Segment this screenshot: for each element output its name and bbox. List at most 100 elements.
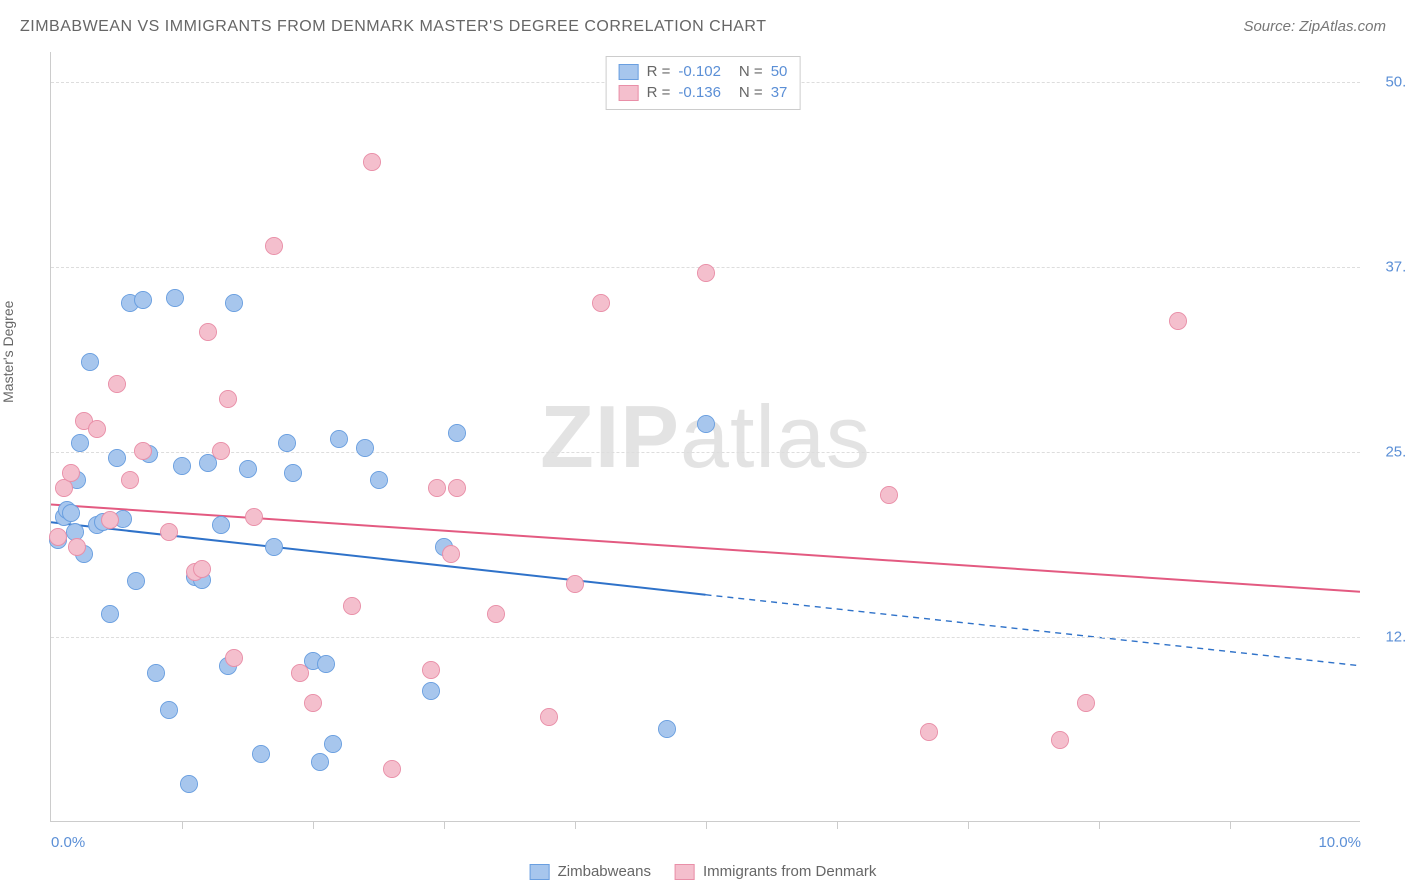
data-point-series-0 [239,460,257,478]
data-point-series-1 [566,575,584,593]
data-point-series-1 [134,442,152,460]
legend-row-series-1: R = -0.136 N = 37 [619,82,788,103]
legend-r-value-0: -0.102 [678,63,721,80]
y-tick-label: 37.5% [1368,258,1406,275]
y-tick-label: 50.0% [1368,73,1406,90]
data-point-series-1 [880,486,898,504]
data-point-series-0 [180,775,198,793]
data-point-series-0 [658,720,676,738]
correlation-legend: R = -0.102 N = 50 R = -0.136 N = 37 [606,56,801,110]
legend-bottom-label-1: Immigrants from Denmark [703,863,876,880]
data-point-series-1 [422,661,440,679]
data-point-series-1 [592,294,610,312]
data-point-series-0 [317,655,335,673]
data-point-series-0 [108,449,126,467]
data-point-series-0 [127,572,145,590]
data-point-series-0 [278,434,296,452]
data-point-series-1 [363,153,381,171]
data-point-series-1 [199,323,217,341]
data-point-series-1 [160,523,178,541]
data-point-series-0 [166,289,184,307]
data-point-series-1 [1077,694,1095,712]
data-point-series-0 [324,735,342,753]
data-point-series-1 [291,664,309,682]
data-point-series-0 [265,538,283,556]
data-point-series-0 [356,439,374,457]
data-point-series-1 [487,605,505,623]
data-point-series-1 [121,471,139,489]
data-point-series-1 [304,694,322,712]
legend-n-value-1: 37 [771,84,788,101]
legend-item-0: Zimbabweans [530,863,651,880]
legend-r-value-1: -0.136 [678,84,721,101]
data-point-series-1 [428,479,446,497]
y-axis-label: Master's Degree [0,301,16,403]
x-tick [968,821,969,829]
data-point-series-0 [173,457,191,475]
legend-row-series-0: R = -0.102 N = 50 [619,61,788,82]
legend-r-label-1: R = [647,84,671,101]
chart-title: ZIMBABWEAN VS IMMIGRANTS FROM DENMARK MA… [20,18,766,36]
legend-swatch-1 [619,85,639,101]
data-point-series-1 [49,528,67,546]
legend-n-value-0: 50 [771,63,788,80]
data-point-series-1 [212,442,230,460]
data-point-series-0 [62,504,80,522]
x-tick [706,821,707,829]
data-point-series-0 [284,464,302,482]
data-point-series-1 [442,545,460,563]
series-legend: Zimbabweans Immigrants from Denmark [530,863,877,880]
data-point-series-1 [68,538,86,556]
data-point-series-1 [88,420,106,438]
data-point-series-0 [81,353,99,371]
data-point-series-1 [108,375,126,393]
x-tick-label: 0.0% [51,834,85,851]
legend-bottom-label-0: Zimbabweans [558,863,651,880]
trend-lines [51,52,1360,821]
legend-swatch-0 [619,64,639,80]
data-point-series-1 [697,264,715,282]
data-point-series-0 [101,605,119,623]
data-point-series-1 [193,560,211,578]
gridline [51,452,1360,453]
data-point-series-1 [245,508,263,526]
data-point-series-1 [343,597,361,615]
data-point-series-1 [225,649,243,667]
trend-line-ext-series-0 [706,595,1361,666]
y-tick-label: 25.0% [1368,443,1406,460]
legend-bottom-swatch-1 [675,864,695,880]
y-tick-label: 12.5% [1368,628,1406,645]
data-point-series-0 [697,415,715,433]
data-point-series-0 [160,701,178,719]
gridline [51,637,1360,638]
x-tick [444,821,445,829]
trend-line-series-0 [51,522,706,594]
data-point-series-0 [252,745,270,763]
data-point-series-1 [383,760,401,778]
data-point-series-1 [101,511,119,529]
data-point-series-0 [225,294,243,312]
x-tick [1099,821,1100,829]
scatter-chart: ZIPatlas 12.5%25.0%37.5%50.0%0.0%10.0% [50,52,1360,822]
data-point-series-1 [1051,731,1069,749]
data-point-series-0 [71,434,89,452]
x-tick [575,821,576,829]
data-point-series-1 [265,237,283,255]
data-point-series-0 [212,516,230,534]
source-attribution: Source: ZipAtlas.com [1243,18,1386,35]
x-tick [837,821,838,829]
data-point-series-0 [311,753,329,771]
data-point-series-1 [62,464,80,482]
data-point-series-0 [147,664,165,682]
data-point-series-0 [134,291,152,309]
x-tick [313,821,314,829]
data-point-series-1 [540,708,558,726]
data-point-series-0 [330,430,348,448]
legend-n-label-0: N = [739,63,763,80]
data-point-series-0 [448,424,466,442]
legend-n-label-1: N = [739,84,763,101]
x-tick-label: 10.0% [1318,834,1361,851]
data-point-series-0 [370,471,388,489]
legend-bottom-swatch-0 [530,864,550,880]
data-point-series-1 [1169,312,1187,330]
